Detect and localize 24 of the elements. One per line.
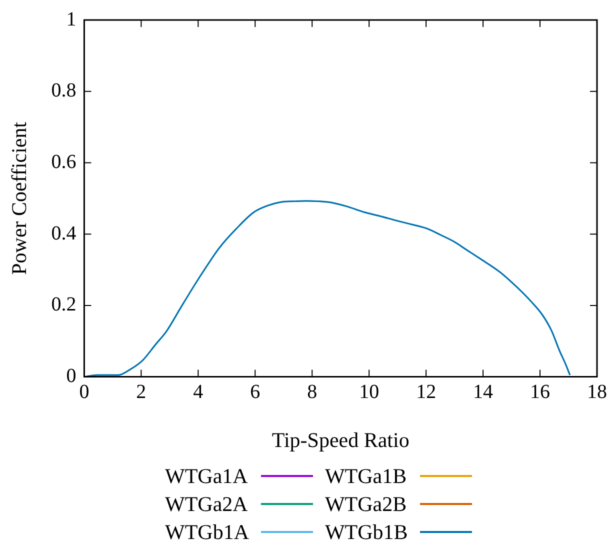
x-axis-title: Tip-Speed Ratio [272, 428, 410, 452]
y-tick-label: 0.2 [51, 294, 76, 316]
x-tick-label: 6 [250, 381, 260, 404]
line-series [84, 200, 571, 377]
x-tick-label: 8 [307, 381, 318, 404]
legend-label: WTGb1B [324, 519, 408, 546]
y-tick-label: 1 [66, 8, 76, 30]
legend-label: WTGa1A [165, 463, 249, 490]
x-tick-label: 14 [473, 381, 494, 404]
legend-label: WTGa2B [324, 491, 408, 518]
legend-label: WTGb1A [165, 519, 249, 546]
x-tick-label: 2 [136, 381, 146, 404]
legend-label: WTGa1B [324, 463, 408, 490]
y-tick-label: 0.6 [51, 150, 76, 173]
y-tick-label: 0.4 [51, 222, 76, 244]
y-tick-label: 0.8 [51, 80, 76, 102]
x-tick-label: 16 [530, 381, 550, 404]
y-tick-label: 0 [66, 365, 76, 388]
x-tick-label: 4 [193, 381, 204, 404]
x-tick-label: 12 [416, 381, 436, 404]
legend-label: WTGa2A [165, 491, 249, 518]
x-tick-label: 10 [359, 381, 380, 404]
y-axis-title: Power Coefficient [7, 122, 32, 275]
x-tick-label: 18 [587, 381, 607, 404]
